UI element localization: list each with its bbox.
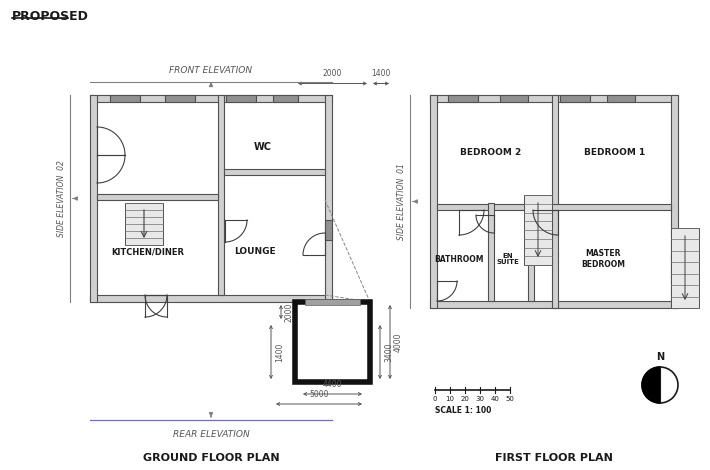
- Bar: [494, 210, 528, 301]
- Bar: [560, 95, 590, 102]
- Bar: [488, 203, 494, 301]
- Bar: [224, 169, 325, 175]
- Bar: [430, 95, 678, 102]
- Bar: [97, 102, 325, 295]
- Bar: [552, 95, 558, 308]
- Bar: [226, 95, 256, 102]
- Bar: [97, 194, 218, 200]
- Bar: [528, 203, 534, 301]
- Text: LOUNGE: LOUNGE: [234, 248, 275, 257]
- Bar: [430, 301, 678, 308]
- Text: 5000: 5000: [310, 390, 329, 399]
- Text: 3400: 3400: [384, 342, 393, 362]
- Bar: [125, 203, 163, 245]
- Polygon shape: [642, 367, 660, 403]
- Bar: [218, 95, 224, 295]
- Bar: [607, 95, 635, 102]
- Text: 50: 50: [506, 396, 515, 402]
- Text: N: N: [656, 352, 664, 362]
- Bar: [90, 295, 332, 302]
- Bar: [325, 220, 332, 240]
- Text: SIDE ELEVATION  02: SIDE ELEVATION 02: [58, 160, 67, 237]
- Text: MASTER
BEDROOM: MASTER BEDROOM: [581, 249, 625, 269]
- Text: 30: 30: [476, 396, 484, 402]
- Bar: [430, 95, 437, 308]
- Text: 2000: 2000: [323, 70, 342, 78]
- Bar: [524, 195, 552, 265]
- Bar: [437, 102, 671, 301]
- Text: 1400: 1400: [275, 342, 284, 362]
- Bar: [437, 96, 552, 204]
- Bar: [225, 102, 325, 169]
- Bar: [437, 210, 488, 301]
- Bar: [671, 95, 678, 308]
- Bar: [671, 253, 678, 283]
- Bar: [273, 95, 298, 102]
- Text: REAR ELEVATION: REAR ELEVATION: [173, 430, 249, 439]
- Text: WC: WC: [254, 142, 272, 152]
- Text: SIDE ELEVATION  01: SIDE ELEVATION 01: [398, 163, 407, 240]
- Bar: [90, 95, 332, 102]
- Text: SCALE 1: 100: SCALE 1: 100: [435, 406, 491, 415]
- Text: FRONT ELEVATION: FRONT ELEVATION: [170, 66, 253, 75]
- Text: BEDROOM 1: BEDROOM 1: [584, 148, 645, 157]
- Bar: [325, 95, 332, 302]
- Bar: [97, 102, 218, 194]
- Text: 10: 10: [445, 396, 454, 402]
- Text: 40: 40: [491, 396, 499, 402]
- Text: 4400: 4400: [323, 380, 342, 389]
- Text: PROPOSED: PROPOSED: [12, 10, 89, 23]
- Text: EN
SUITE: EN SUITE: [496, 252, 520, 266]
- Bar: [437, 204, 671, 210]
- Text: FIRST FLOOR PLAN: FIRST FLOOR PLAN: [495, 453, 613, 463]
- Bar: [534, 210, 671, 301]
- Text: 4000: 4000: [394, 332, 403, 352]
- Bar: [558, 96, 671, 204]
- Bar: [295, 302, 370, 382]
- Bar: [305, 299, 360, 305]
- Bar: [97, 200, 325, 295]
- Bar: [110, 95, 140, 102]
- Bar: [165, 95, 195, 102]
- Bar: [500, 95, 528, 102]
- Text: 2000: 2000: [285, 302, 294, 321]
- Bar: [448, 95, 478, 102]
- Text: 20: 20: [461, 396, 469, 402]
- Bar: [671, 228, 699, 308]
- Text: 0: 0: [433, 396, 437, 402]
- Text: 1400: 1400: [371, 70, 391, 78]
- Text: BATHROOM: BATHROOM: [435, 254, 484, 264]
- Text: KITCHEN/DINER: KITCHEN/DINER: [111, 248, 185, 257]
- Text: BEDROOM 2: BEDROOM 2: [460, 148, 522, 157]
- Bar: [90, 95, 97, 302]
- Text: GROUND FLOOR PLAN: GROUND FLOOR PLAN: [143, 453, 279, 463]
